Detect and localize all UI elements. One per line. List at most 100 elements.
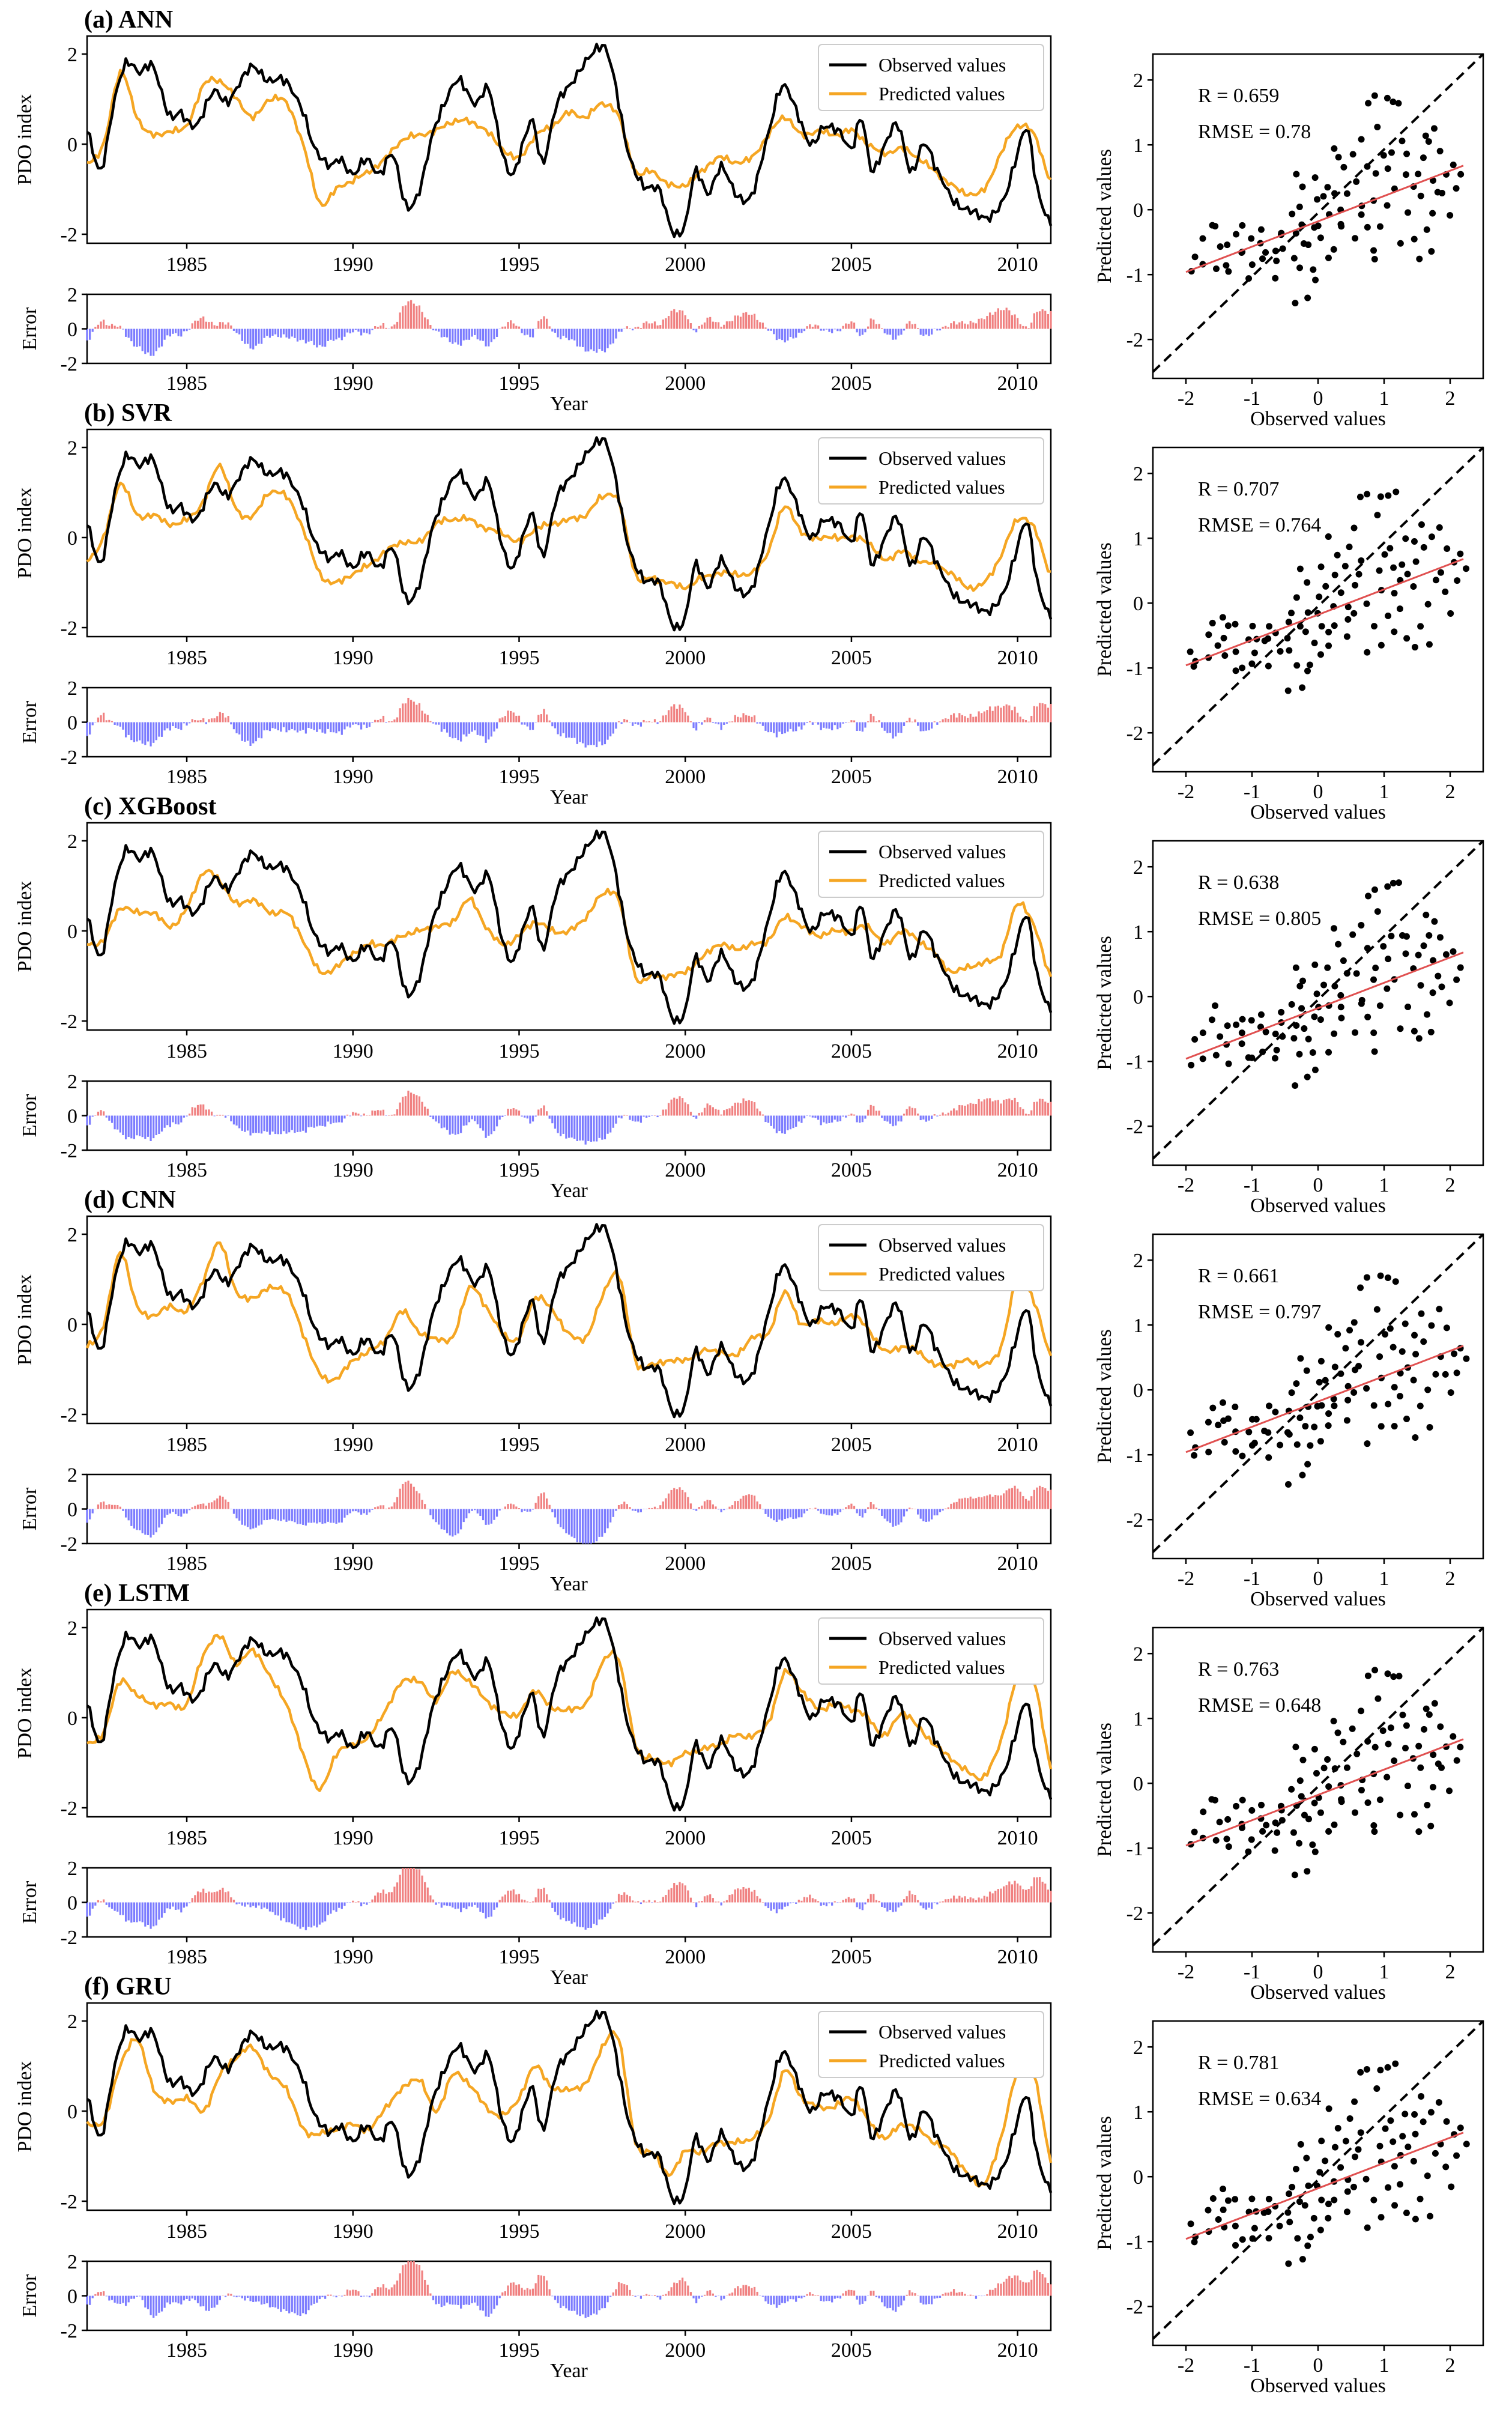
error-bar bbox=[673, 1097, 676, 1116]
legend-observed-label: Observed values bbox=[878, 54, 1006, 76]
scatter-point bbox=[1415, 1742, 1423, 1750]
error-bar bbox=[950, 2291, 952, 2296]
scatter-xlabel: Observed values bbox=[1250, 1195, 1386, 1217]
error-bar bbox=[919, 722, 922, 732]
error-bar bbox=[770, 1115, 772, 1126]
error-bar bbox=[330, 722, 332, 733]
error-bar bbox=[986, 1098, 988, 1116]
error-bar bbox=[194, 2295, 196, 2300]
error-xtick-label: 1985 bbox=[166, 1553, 207, 1575]
error-bar bbox=[490, 1115, 492, 1135]
error-bar bbox=[352, 1900, 354, 1903]
error-bar bbox=[725, 321, 728, 329]
scatter-point bbox=[1305, 2182, 1312, 2189]
scatter-point bbox=[1248, 1054, 1256, 1061]
error-bar bbox=[679, 705, 681, 723]
scatter-point bbox=[1330, 1718, 1337, 1725]
scatter-point bbox=[1399, 1711, 1406, 1718]
scatter-point bbox=[1417, 982, 1424, 989]
error-bar bbox=[235, 1902, 238, 1904]
scatter-point bbox=[1371, 1828, 1378, 1835]
scatter-point bbox=[1357, 2129, 1364, 2136]
error-bar bbox=[454, 1509, 457, 1536]
error-bar bbox=[202, 1888, 205, 1903]
error-bar bbox=[986, 710, 988, 723]
error-bar bbox=[712, 321, 714, 329]
scatter-point bbox=[1385, 612, 1392, 619]
scatter-point bbox=[1251, 1440, 1258, 1447]
error-bar bbox=[725, 1900, 728, 1903]
scatter-point bbox=[1265, 2195, 1272, 2202]
error-bar bbox=[925, 329, 928, 335]
scatter-point bbox=[1259, 255, 1266, 262]
scatter-point bbox=[1402, 2111, 1409, 2118]
error-bar bbox=[268, 1509, 271, 1520]
scatter-point bbox=[1291, 1871, 1298, 1879]
error-bar bbox=[1019, 1885, 1021, 1903]
ts-xtick-label: 1985 bbox=[166, 1040, 207, 1062]
error-bar bbox=[1024, 1114, 1027, 1116]
error-bar bbox=[368, 1509, 371, 1513]
error-bar bbox=[144, 1902, 147, 1927]
error-bar bbox=[432, 329, 435, 330]
ts-ytick-label: 2 bbox=[67, 44, 77, 66]
error-bar bbox=[1002, 1493, 1005, 1509]
error-bar bbox=[823, 1902, 825, 1906]
error-bar bbox=[936, 1509, 939, 1516]
error-bar bbox=[213, 718, 216, 723]
scatter-point bbox=[1391, 590, 1398, 597]
scatter-point bbox=[1446, 1787, 1453, 1795]
error-bar bbox=[825, 722, 828, 729]
error-bar bbox=[194, 1108, 196, 1116]
error-bar bbox=[313, 722, 315, 730]
error-bar bbox=[416, 2264, 418, 2296]
error-bar bbox=[521, 722, 523, 725]
error-bar bbox=[931, 1115, 933, 1119]
error-bar bbox=[385, 2288, 387, 2296]
error-bar bbox=[1038, 311, 1041, 329]
error-bar bbox=[640, 722, 643, 727]
scatter-point bbox=[1325, 254, 1332, 261]
error-bar bbox=[866, 1898, 869, 1903]
error-bar bbox=[1030, 1886, 1033, 1903]
legend-predicted-label: Predicted values bbox=[878, 870, 1005, 891]
error-bar bbox=[382, 323, 385, 329]
error-bar bbox=[534, 1897, 537, 1903]
error-bar bbox=[853, 720, 856, 723]
error-bar bbox=[110, 2295, 113, 2300]
scatter-point bbox=[1426, 1423, 1433, 1431]
error-bar bbox=[906, 1896, 908, 1903]
error-bar bbox=[105, 2295, 107, 2297]
error-bar bbox=[903, 329, 906, 331]
error-bar bbox=[1024, 326, 1027, 329]
scatter-point bbox=[1199, 1029, 1206, 1037]
error-bar bbox=[689, 1897, 692, 1903]
error-bar bbox=[892, 329, 894, 340]
error-bar bbox=[174, 1509, 177, 1515]
error-bar bbox=[557, 329, 559, 338]
error-bar bbox=[119, 1506, 121, 1509]
scatter-point bbox=[1395, 100, 1402, 107]
error-bar bbox=[1017, 1883, 1019, 1903]
error-bar bbox=[742, 2285, 745, 2296]
scatter-point bbox=[1331, 1821, 1338, 1828]
error-bar bbox=[440, 1509, 443, 1530]
error-bar bbox=[864, 329, 866, 333]
scatter-point bbox=[1318, 2196, 1325, 2204]
error-bar bbox=[360, 722, 363, 730]
error-bar bbox=[565, 722, 567, 738]
error-bar bbox=[158, 1902, 160, 1920]
scatter-point bbox=[1432, 2150, 1439, 2157]
error-bar bbox=[482, 2295, 485, 2311]
error-bar bbox=[853, 323, 856, 329]
error-bar bbox=[136, 1115, 138, 1136]
error-bar bbox=[285, 722, 288, 733]
scatter-point bbox=[1316, 593, 1323, 601]
error-bar bbox=[952, 2289, 955, 2296]
error-bar bbox=[701, 1112, 703, 1116]
error-bar bbox=[764, 1509, 767, 1514]
error-bar bbox=[432, 2295, 435, 2300]
error-xtick-label: 2000 bbox=[665, 2339, 706, 2362]
error-bar bbox=[366, 329, 368, 333]
scatter-point bbox=[1371, 886, 1378, 893]
